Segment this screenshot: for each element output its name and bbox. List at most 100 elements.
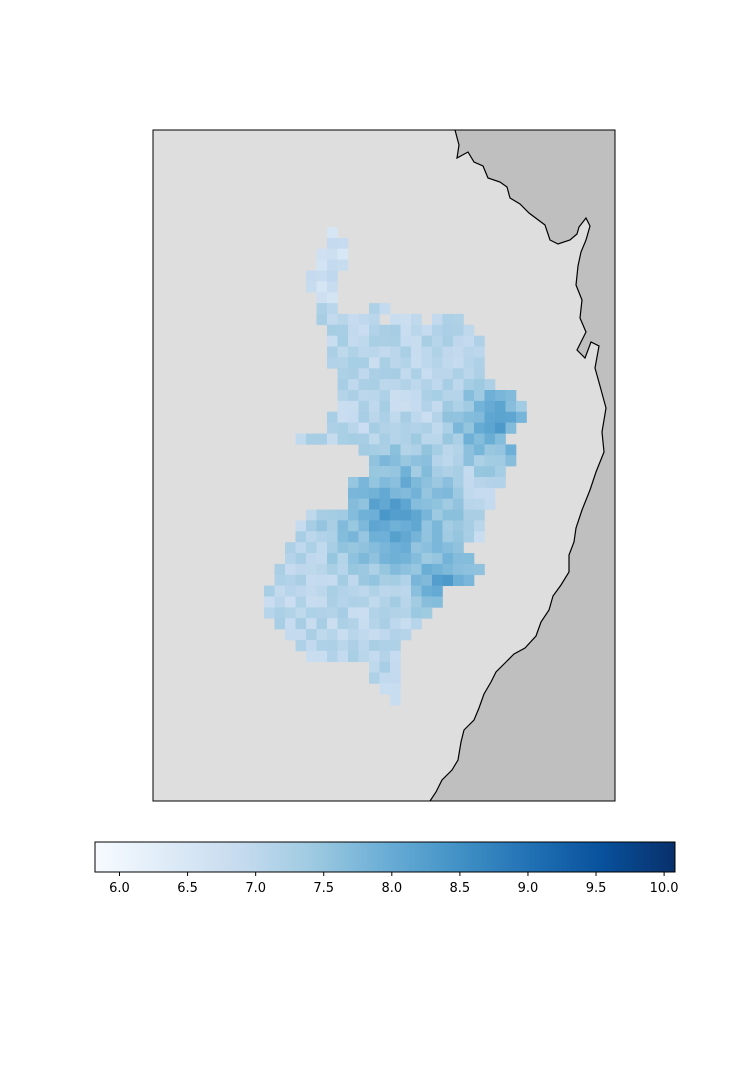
grid-cell bbox=[316, 553, 328, 565]
grid-cell bbox=[348, 422, 359, 434]
grid-cell bbox=[442, 390, 454, 402]
grid-cell bbox=[411, 411, 422, 423]
grid-cell bbox=[358, 422, 370, 434]
grid-cell bbox=[453, 400, 464, 413]
grid-cell bbox=[348, 313, 359, 326]
grid-cell bbox=[369, 400, 380, 413]
grid-cell bbox=[390, 346, 401, 358]
grid-cell bbox=[411, 487, 422, 499]
grid-cell bbox=[390, 585, 401, 597]
grid-cell bbox=[369, 563, 380, 576]
grid-cell bbox=[348, 596, 359, 608]
grid-cell bbox=[400, 629, 412, 641]
grid-cell bbox=[474, 346, 485, 358]
grid-cell bbox=[295, 618, 307, 630]
grid-cell bbox=[390, 368, 401, 380]
grid-cell bbox=[390, 563, 401, 576]
grid-cell bbox=[306, 281, 317, 293]
grid-cell bbox=[379, 661, 391, 673]
grid-cell bbox=[337, 618, 349, 630]
grid-cell bbox=[327, 553, 338, 565]
grid-cell bbox=[327, 640, 338, 652]
grid-cell bbox=[348, 650, 359, 662]
grid-cell bbox=[379, 585, 391, 597]
grid-cell bbox=[442, 368, 454, 380]
grid-cell bbox=[453, 422, 464, 434]
grid-cell bbox=[453, 553, 464, 565]
grid-cell bbox=[453, 574, 464, 586]
grid-cell bbox=[453, 542, 464, 554]
grid-cell bbox=[390, 542, 401, 554]
grid-cell bbox=[327, 520, 338, 532]
grid-cell bbox=[327, 542, 338, 554]
grid-cell bbox=[453, 411, 464, 423]
grid-cell bbox=[337, 324, 349, 336]
grid-cell bbox=[463, 455, 475, 467]
grid-cell bbox=[337, 607, 349, 619]
grid-cell bbox=[337, 563, 349, 576]
grid-cell bbox=[358, 596, 370, 608]
grid-cell bbox=[379, 346, 391, 358]
grid-cell bbox=[516, 411, 527, 423]
colorbar-tick-label: 10.0 bbox=[650, 881, 679, 896]
grid-cell bbox=[474, 357, 485, 369]
grid-cell bbox=[327, 618, 338, 630]
grid-cell bbox=[369, 629, 380, 641]
grid-cell bbox=[316, 520, 328, 532]
grid-cell bbox=[316, 563, 328, 576]
grid-cell bbox=[442, 498, 454, 510]
grid-cell bbox=[316, 313, 328, 326]
grid-cell bbox=[306, 553, 317, 565]
grid-cell bbox=[369, 596, 380, 608]
grid-cell bbox=[495, 477, 506, 489]
grid-cell bbox=[421, 487, 433, 499]
grid-cell bbox=[358, 379, 370, 391]
grid-cell bbox=[327, 531, 338, 543]
grid-cell bbox=[453, 390, 464, 402]
grid-cell bbox=[411, 422, 422, 434]
grid-cell bbox=[358, 520, 370, 532]
grid-cell bbox=[432, 400, 443, 413]
grid-cell bbox=[358, 498, 370, 510]
grid-cell bbox=[400, 379, 412, 391]
grid-cell bbox=[358, 400, 370, 413]
grid-cell bbox=[379, 487, 391, 499]
grid-cell bbox=[474, 520, 485, 532]
grid-cell bbox=[390, 498, 401, 510]
grid-cell bbox=[474, 477, 485, 489]
grid-cell bbox=[421, 379, 433, 391]
grid-cell bbox=[432, 487, 443, 499]
grid-cell bbox=[411, 466, 422, 478]
grid-cell bbox=[295, 520, 307, 532]
grid-cell bbox=[463, 346, 475, 358]
grid-cell bbox=[474, 487, 485, 499]
grid-cell bbox=[411, 313, 422, 326]
grid-cell bbox=[295, 553, 307, 565]
grid-cell bbox=[316, 629, 328, 641]
grid-cell bbox=[453, 455, 464, 467]
grid-cell bbox=[432, 324, 443, 336]
grid-cell bbox=[432, 455, 443, 467]
grid-cell bbox=[505, 444, 517, 456]
grid-cell bbox=[411, 455, 422, 467]
grid-cell bbox=[369, 585, 380, 597]
grid-cell bbox=[516, 400, 527, 413]
grid-cell bbox=[432, 346, 443, 358]
grid-cell bbox=[484, 433, 496, 445]
colorbar-tick-label: 6.0 bbox=[109, 881, 130, 896]
grid-cell bbox=[274, 563, 286, 576]
grid-cell bbox=[348, 585, 359, 597]
grid-cell bbox=[316, 542, 328, 554]
grid-cell bbox=[285, 542, 296, 554]
grid-cell bbox=[505, 411, 517, 423]
grid-cell bbox=[390, 324, 401, 336]
grid-cell bbox=[306, 542, 317, 554]
grid-cell bbox=[390, 531, 401, 543]
grid-cell bbox=[421, 596, 433, 608]
grid-cell bbox=[369, 520, 380, 532]
grid-cell bbox=[463, 400, 475, 413]
grid-cell bbox=[421, 335, 433, 347]
grid-cell bbox=[379, 422, 391, 434]
grid-cell bbox=[400, 531, 412, 543]
